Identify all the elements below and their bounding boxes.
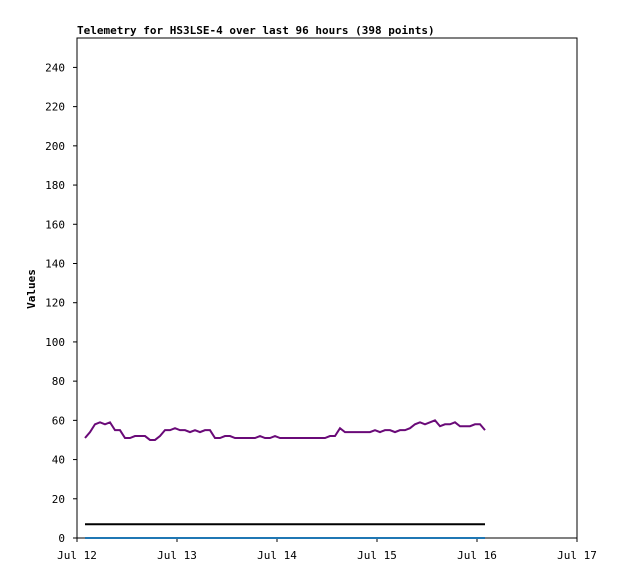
y-tick-label: 0: [58, 532, 65, 545]
y-tick-label: 80: [52, 375, 65, 388]
x-tick-label: Jul 12: [57, 549, 97, 562]
y-tick-label: 200: [45, 140, 65, 153]
x-tick-label: Jul 15: [357, 549, 397, 562]
y-axis-label: Values: [25, 269, 38, 309]
y-tick-label: 100: [45, 336, 65, 349]
x-tick-label: Jul 14: [257, 549, 297, 562]
x-tick-label: Jul 17: [557, 549, 597, 562]
y-tick-label: 20: [52, 493, 65, 506]
x-tick-label: Jul 16: [457, 549, 497, 562]
y-tick-label: 120: [45, 297, 65, 310]
y-tick-label: 60: [52, 414, 65, 427]
plot-frame: [76, 37, 578, 539]
y-tick-label: 140: [45, 257, 65, 270]
y-tick-label: 180: [45, 179, 65, 192]
series-line: [84, 419, 486, 441]
y-tick-label: 220: [45, 101, 65, 114]
y-tick-label: 160: [45, 218, 65, 231]
y-tick-label: 240: [45, 61, 65, 74]
y-tick-label: 40: [52, 454, 65, 467]
chart-title: Telemetry for HS3LSE-4 over last 96 hour…: [77, 24, 435, 37]
x-tick-label: Jul 13: [157, 549, 197, 562]
